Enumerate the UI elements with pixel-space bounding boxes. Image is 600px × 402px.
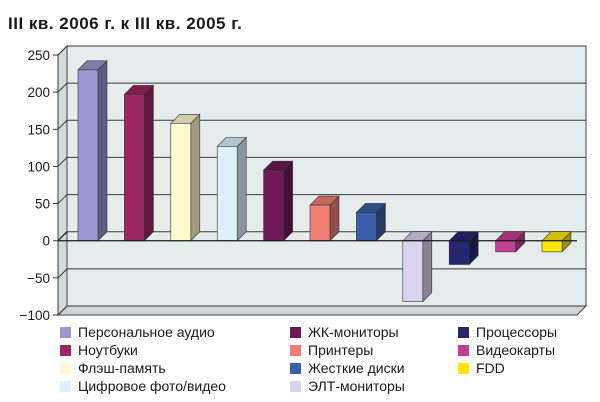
bar-front bbox=[356, 212, 377, 242]
bar-front bbox=[541, 240, 563, 253]
legend-label: ЭЛТ-мониторы bbox=[308, 378, 405, 394]
bar-chart: −100 −50 0 50 100 150 200 250 bbox=[20, 44, 588, 320]
bar-front bbox=[77, 69, 99, 242]
legend-swatch bbox=[290, 326, 301, 338]
bar bbox=[123, 84, 155, 242]
bar-front bbox=[263, 169, 284, 242]
bar-side bbox=[422, 230, 433, 303]
legend-swatch bbox=[60, 344, 71, 356]
zero-line-depth bbox=[57, 231, 68, 242]
bar bbox=[355, 202, 387, 242]
y-tick-label: 250 bbox=[27, 48, 50, 63]
legend-swatch bbox=[290, 362, 301, 374]
y-tick-label: 0 bbox=[42, 234, 50, 249]
gridline bbox=[57, 45, 586, 56]
legend-swatch bbox=[290, 344, 301, 356]
gridline bbox=[57, 156, 586, 167]
legend-swatch bbox=[290, 380, 301, 392]
bar-front bbox=[448, 240, 470, 265]
plot-floor bbox=[56, 305, 588, 316]
legend-item: FDD bbox=[458, 359, 505, 377]
legend-item: Принтеры bbox=[290, 341, 373, 359]
legend-swatch bbox=[458, 326, 469, 338]
legend-label: Ноутбуки bbox=[78, 342, 138, 358]
bar bbox=[309, 195, 340, 242]
bar-side bbox=[236, 136, 247, 242]
gridline bbox=[57, 305, 586, 316]
bar-front bbox=[170, 123, 192, 242]
legend-item: Цифровое фото/видео bbox=[60, 377, 226, 395]
bar-side bbox=[144, 84, 154, 242]
plot-side-wall bbox=[57, 44, 68, 317]
legend-label: Процессоры bbox=[476, 324, 558, 340]
legend-label: ЖК-мониторы bbox=[308, 324, 399, 340]
bar-side bbox=[283, 160, 293, 242]
chart-title: III кв. 2006 г. к III кв. 2005 г. bbox=[8, 14, 243, 33]
y-tick-label: 200 bbox=[27, 85, 50, 100]
legend-item: Персональное аудио bbox=[60, 323, 215, 341]
y-tick-label: 100 bbox=[27, 159, 50, 174]
legend-label: FDD bbox=[476, 360, 505, 376]
gridline bbox=[57, 194, 586, 204]
legend-swatch bbox=[60, 326, 71, 338]
bar bbox=[448, 230, 479, 266]
bar-front bbox=[309, 204, 331, 242]
bar bbox=[170, 113, 201, 242]
gridline bbox=[57, 82, 586, 93]
bar-front bbox=[402, 240, 424, 302]
legend-label: Флэш-память bbox=[78, 360, 166, 376]
legend-label: Персональное аудио bbox=[78, 324, 215, 340]
legend-label: Цифровое фото/видео bbox=[78, 378, 226, 394]
legend-item: Процессоры bbox=[458, 323, 557, 341]
gridline bbox=[57, 119, 586, 130]
bar-series bbox=[58, 60, 577, 303]
bar-front bbox=[124, 94, 145, 242]
legend-item: ЭЛТ-мониторы bbox=[290, 377, 405, 395]
y-tick-label: 50 bbox=[35, 197, 50, 212]
legend-item: Ноутбуки bbox=[60, 341, 138, 359]
legend-item: Жесткие диски bbox=[290, 359, 405, 377]
bar-side bbox=[97, 60, 108, 242]
y-tick-label: 150 bbox=[27, 122, 50, 137]
y-tick-label: −100 bbox=[20, 308, 50, 320]
y-tick-label: −50 bbox=[27, 271, 50, 286]
legend-swatch bbox=[60, 380, 71, 392]
bar bbox=[216, 136, 247, 242]
legend-label: Принтеры bbox=[308, 342, 374, 358]
legend-label: Жесткие диски bbox=[308, 360, 405, 376]
legend-swatch bbox=[458, 344, 469, 356]
legend: Персональное аудио Ноутбуки Флэш-память Циф… bbox=[60, 323, 595, 395]
legend-item: ЖК-мониторы bbox=[290, 323, 399, 341]
bar bbox=[402, 230, 433, 303]
legend-label: Видеокарты bbox=[476, 342, 556, 358]
y-axis-ticks: −100 −50 0 50 100 150 200 250 bbox=[20, 48, 59, 320]
legend-item: Видеокарты bbox=[458, 341, 555, 359]
legend-item: Флэш-память bbox=[60, 359, 166, 377]
legend-swatch bbox=[60, 362, 71, 374]
bar-front bbox=[495, 240, 516, 253]
legend-swatch bbox=[458, 362, 469, 374]
bar-front bbox=[216, 146, 238, 242]
bar-side bbox=[190, 113, 201, 242]
bar bbox=[262, 160, 294, 242]
bar bbox=[77, 60, 108, 242]
